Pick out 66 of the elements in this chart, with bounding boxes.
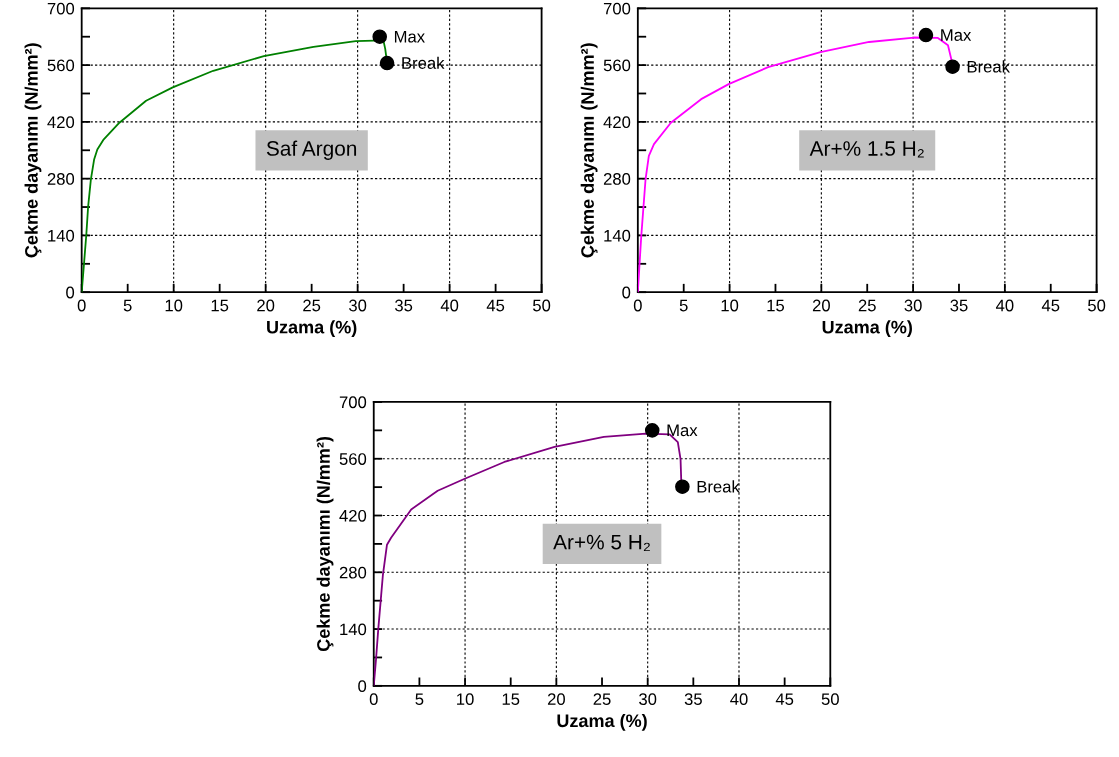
x-tick-label: 20: [812, 299, 830, 312]
y-tick-label: 700: [339, 396, 367, 409]
y-axis-title: Çekme dayanımı (N/mm²): [24, 43, 42, 258]
x-tick-label: 20: [257, 299, 275, 312]
x-tick-label: 40: [440, 299, 459, 312]
annotation: Max: [941, 29, 972, 41]
y-tick-label: 0: [358, 680, 367, 693]
y-axis-title: Çekme dayanımı (N/mm²): [316, 436, 334, 652]
x-tick-label: 15: [502, 693, 520, 706]
x-axis-title: Uzama (%): [557, 713, 647, 731]
x-tick-label: 5: [123, 299, 132, 312]
y-tick-label: 280: [339, 566, 367, 579]
annotation: Max: [394, 30, 425, 43]
y-tick-label: 700: [603, 2, 631, 15]
y-tick-label: 280: [47, 173, 75, 185]
x-tick-label: 50: [821, 693, 839, 706]
y-tick-label: 280: [603, 173, 631, 185]
x-tick-label: 10: [457, 693, 474, 706]
annotation: Break: [967, 60, 1011, 73]
x-tick-label: 10: [165, 299, 183, 312]
x-tick-label: 45: [775, 693, 794, 706]
y-tick-label: 560: [603, 59, 631, 72]
y-tick-label: 420: [603, 116, 631, 129]
x-tick-label: 30: [349, 299, 367, 312]
y-tick-label: 420: [339, 509, 367, 522]
x-tick-label: 25: [303, 299, 321, 312]
annotation: Max: [667, 424, 698, 437]
annotation: Ar+% 1.5 H₂: [809, 141, 924, 158]
x-tick-label: 35: [394, 299, 413, 312]
annotation: Break: [697, 480, 740, 493]
x-tick-label: 35: [684, 693, 702, 706]
y-tick-label: 700: [47, 2, 75, 15]
x-tick-label: 30: [904, 299, 922, 312]
y-tick-label: 140: [340, 623, 367, 636]
y-tick-label: 0: [66, 286, 75, 299]
x-tick-label: 10: [721, 299, 739, 312]
annotation: Ar+% 5 H₂: [553, 534, 650, 552]
x-tick-label: 40: [730, 693, 748, 706]
y-tick-label: 140: [604, 229, 631, 242]
x-tick-label: 15: [767, 299, 785, 312]
x-tick-label: 20: [547, 693, 565, 706]
x-tick-label: 0: [633, 299, 642, 312]
y-tick-label: 140: [48, 229, 75, 242]
x-tick-label: 50: [1088, 299, 1106, 312]
x-tick-label: 0: [77, 299, 86, 312]
x-tick-label: 25: [593, 693, 611, 706]
y-tick-label: 420: [47, 116, 75, 129]
x-tick-label: 5: [679, 299, 688, 312]
x-tick-label: 45: [486, 299, 505, 312]
x-tick-label: 35: [950, 299, 968, 312]
y-axis-title: Çekme dayanımı (N/mm²): [580, 43, 598, 258]
x-tick-label: 30: [639, 693, 657, 706]
x-tick-label: 45: [1041, 299, 1060, 312]
x-tick-label: 5: [415, 693, 424, 706]
y-tick-label: 0: [622, 286, 631, 299]
y-tick-label: 560: [47, 59, 75, 72]
x-tick-label: 40: [995, 299, 1014, 312]
annotation: Saf Argon: [266, 140, 357, 160]
x-axis-title: Uzama (%): [267, 320, 357, 338]
x-axis-title: Uzama (%): [822, 320, 912, 338]
annotation: Break: [402, 56, 445, 69]
y-tick-label: 560: [339, 453, 367, 465]
x-tick-label: 0: [369, 693, 378, 706]
x-tick-label: 15: [211, 299, 229, 312]
x-tick-label: 50: [532, 299, 551, 312]
x-tick-label: 25: [858, 299, 876, 312]
